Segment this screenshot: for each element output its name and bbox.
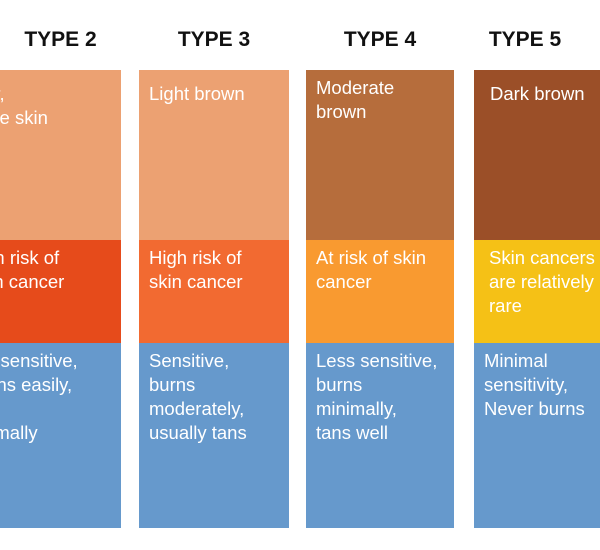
skin-tone-cell: Dark brown — [474, 70, 600, 240]
cancer-risk-cell: Skin cancers are relatively rare — [474, 240, 600, 343]
column-title: TYPE 4 — [343, 28, 417, 51]
column-title: TYPE 5 — [488, 28, 562, 51]
sun-sensitivity-cell: ry sensitive, urns easily, ns nimally — [0, 343, 121, 528]
cancer-risk-cell: High risk of skin cancer — [139, 240, 289, 343]
skin-tone-cell: Moderate brown — [306, 70, 454, 240]
skin-tone-cell: air, hite skin — [0, 70, 121, 240]
sun-sensitivity-cell: Sensitive, burns moderately, usually tan… — [139, 343, 289, 528]
skin-type-4-column: TYPE 4 Moderate brown At risk of skin ca… — [306, 0, 454, 550]
skin-type-5-column: TYPE 5 Dark brown Skin cancers are relat… — [474, 0, 600, 550]
sun-sensitivity-cell: Less sensitive, burns minimally, tans we… — [306, 343, 454, 528]
skin-type-2-column: TYPE 2 air, hite skin igh risk of kin ca… — [0, 0, 121, 550]
cancer-risk-cell: At risk of skin cancer — [306, 240, 454, 343]
skin-type-3-column: TYPE 3 Light brown High risk of skin can… — [139, 0, 289, 550]
column-title: TYPE 2 — [24, 28, 97, 51]
cancer-risk-cell: igh risk of kin cancer — [0, 240, 121, 343]
skin-tone-cell: Light brown — [139, 70, 289, 240]
column-title: TYPE 3 — [177, 28, 251, 51]
sun-sensitivity-cell: Minimal sensitivity, Never burns — [474, 343, 600, 528]
